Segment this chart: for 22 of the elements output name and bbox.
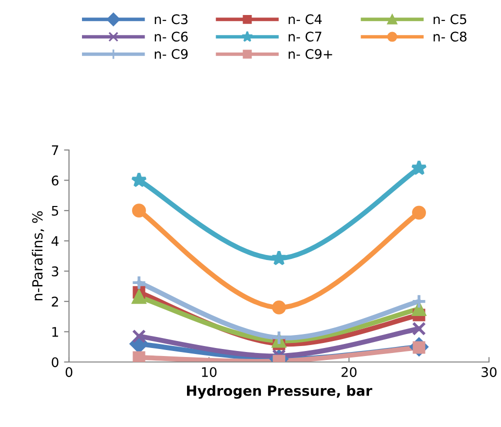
legend-label: n- C5 [434, 14, 466, 24]
legend-label: n- C6 [154, 32, 188, 42]
y-tick-label: 3 [52, 266, 58, 276]
legend-label: n- C9 [154, 49, 188, 59]
y-tick-label: 0 [52, 357, 58, 368]
y-axis-title: n-Parafins, % [32, 211, 44, 300]
y-tick-label: 2 [52, 296, 58, 306]
x-tick-label: 30 [482, 367, 497, 378]
legend-label: n- C3 [154, 14, 188, 24]
y-tick-label: 1 [52, 327, 58, 337]
x-tick-label: 10 [202, 367, 217, 378]
x-tick-label: 20 [342, 367, 357, 378]
y-tick-label: 4 [52, 236, 59, 246]
legend-label: n- C4 [288, 14, 322, 24]
legend-label: n- C9+ [288, 49, 332, 59]
y-tick-label: 7 [52, 145, 58, 156]
x-axis-title: Hydrogen Pressure, bar [187, 385, 372, 399]
legend-label: n- C8 [434, 32, 466, 42]
y-tick-label: 5 [52, 206, 58, 216]
legend-label: n- C7 [288, 32, 322, 42]
y-tick-label: 6 [52, 176, 58, 186]
x-tick-label: 0 [66, 367, 72, 378]
